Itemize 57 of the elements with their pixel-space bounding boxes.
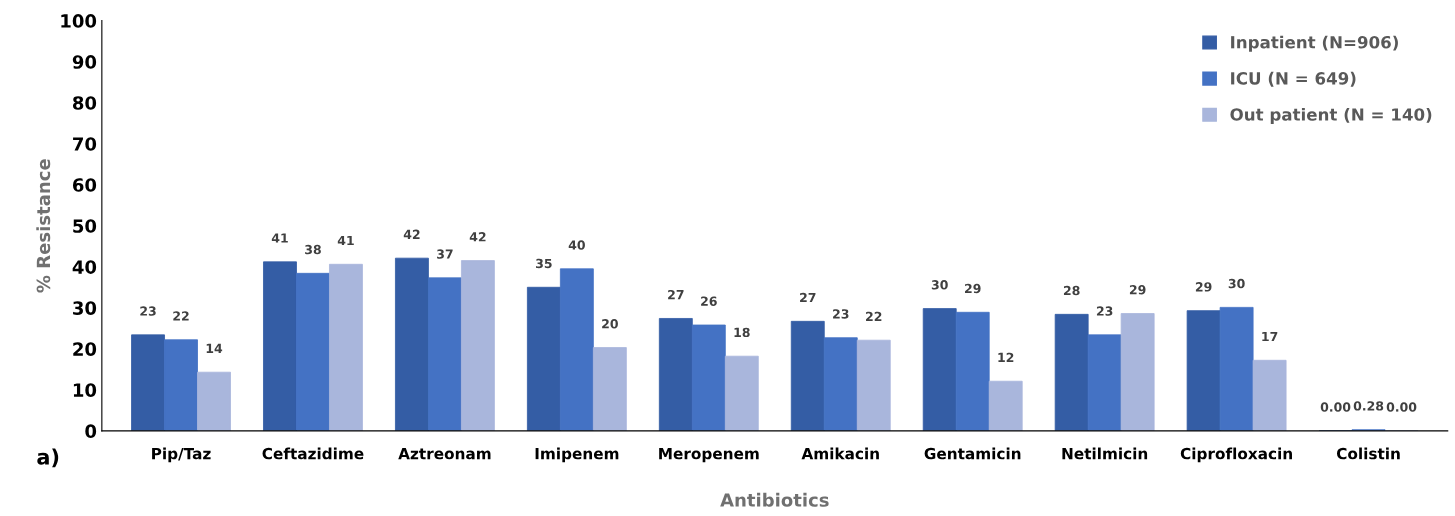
y-tick-label: 90: [72, 55, 97, 69]
legend-label: Inpatient (N=906): [1231, 35, 1398, 52]
y-tick-label: 20: [73, 342, 97, 356]
data-label: 17: [1262, 331, 1278, 342]
y-tick-label: 50: [73, 219, 97, 233]
data-label: 41: [337, 235, 354, 246]
x-tick-label: Pip/Taz: [152, 447, 211, 463]
data-label: 30: [1228, 278, 1245, 289]
data-label: 20: [602, 319, 618, 329]
data-label: 23: [1096, 306, 1113, 316]
data-label: 29: [1195, 282, 1212, 292]
y-tick-label: 70: [73, 137, 97, 151]
y-tick-label: 10: [73, 383, 97, 397]
data-label: 0.00: [1320, 402, 1351, 412]
text: a): [37, 448, 59, 468]
y-tick-label: 0: [85, 424, 97, 438]
data-label: 29: [1129, 284, 1146, 295]
data-label: 30: [931, 280, 948, 290]
y-tick-label: 60: [72, 178, 97, 192]
x-tick-label: Imipenem: [535, 447, 619, 463]
data-label: 42: [403, 229, 420, 239]
data-label: 37: [437, 249, 453, 259]
data-label: 23: [140, 306, 156, 316]
x-tick-label: Gentamicin: [924, 447, 1021, 460]
y-axis-title: % Resistance: [36, 159, 51, 293]
data-label: 29: [965, 283, 981, 294]
x-axis-title: Antibiotics: [720, 492, 829, 507]
data-label: 41: [271, 233, 288, 243]
x-tick-label: Meropenem: [659, 448, 759, 463]
x-tick-label: Netilmicin: [1062, 447, 1148, 460]
y-tick-label: 100: [61, 14, 97, 28]
data-label: 18: [734, 327, 750, 338]
y-tick-label: 30: [73, 301, 97, 315]
legend-label: ICU (N = 649): [1231, 71, 1356, 87]
data-label: 22: [173, 311, 189, 321]
x-tick-label: Ciprofloxacin: [1180, 447, 1292, 463]
data-label: 0.00: [1386, 402, 1417, 412]
data-label: 23: [833, 309, 849, 319]
data-label: 38: [305, 244, 321, 255]
data-label: 28: [1063, 285, 1080, 296]
y-tick-label: 40: [72, 260, 97, 274]
data-label: 26: [701, 296, 717, 306]
x-tick-label: Colistin: [1336, 447, 1400, 460]
data-label: 27: [668, 289, 684, 300]
x-tick-label: Aztreonam: [398, 448, 491, 460]
data-label: 22: [866, 311, 882, 321]
data-label: 12: [998, 352, 1014, 362]
data-label: 42: [469, 232, 486, 242]
data-label: 0.28: [1353, 401, 1384, 411]
x-tick-label: Amikacin: [801, 447, 879, 460]
data-label: 14: [206, 343, 223, 353]
data-label: 40: [568, 240, 585, 250]
data-label: 27: [800, 292, 816, 303]
legend-label: Out patient (N = 140): [1230, 107, 1432, 125]
x-tick-label: Ceftazidime: [262, 447, 364, 460]
data-label: 35: [536, 258, 552, 269]
y-tick-label: 80: [72, 96, 97, 110]
